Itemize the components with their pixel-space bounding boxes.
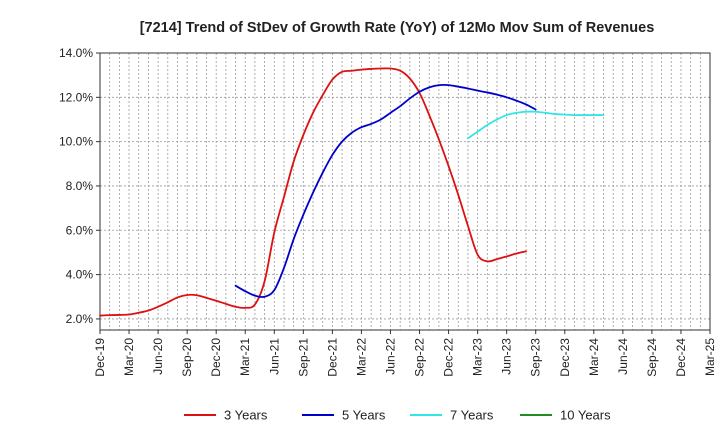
y-tick-label: 6.0%	[66, 223, 94, 237]
legend-label-7-years: 7 Years	[450, 408, 494, 423]
y-tick-label: 10.0%	[59, 135, 93, 149]
x-tick-label: Sep-20	[180, 338, 194, 377]
x-tick-label: Dec-22	[442, 338, 456, 377]
y-tick-label: 2.0%	[66, 312, 94, 326]
x-tick-label: Jun-20	[151, 338, 165, 375]
chart-title: [7214] Trend of StDev of Growth Rate (Yo…	[140, 20, 655, 36]
x-tick-label: Sep-22	[413, 338, 427, 377]
y-tick-label: 4.0%	[66, 268, 94, 282]
series-lines	[99, 67, 605, 317]
legend-label-5-years: 5 Years	[342, 408, 386, 423]
legend-label-10-years: 10 Years	[560, 408, 611, 423]
x-tick-label: Dec-19	[93, 338, 107, 377]
x-tick-label: Jun-22	[383, 338, 397, 375]
x-tick-label: Mar-23	[471, 338, 485, 376]
x-tick-label: Jun-21	[267, 338, 281, 375]
x-tick-label: Dec-20	[209, 338, 223, 377]
x-tick-label: Jun-23	[500, 338, 514, 375]
x-tick-label: Dec-21	[325, 338, 339, 377]
x-tick-label: Mar-24	[587, 338, 601, 376]
x-tick-label: Sep-24	[645, 338, 659, 377]
series-line-7-years	[467, 110, 605, 140]
legend: 3 Years 5 Years 7 Years 10 Years	[184, 408, 611, 423]
x-axis: Dec-19 Mar-20 Jun-20 Sep-20 Dec-20 Mar-21 Jun-…	[93, 330, 717, 377]
x-tick-label: Mar-21	[238, 338, 252, 376]
x-tick-label: Dec-24	[674, 338, 688, 377]
legend-label-3-years: 3 Years	[224, 408, 268, 423]
x-tick-label: Jun-24	[616, 338, 630, 375]
x-tick-label: Mar-20	[122, 338, 136, 376]
y-tick-label: 8.0%	[66, 179, 94, 193]
series-line-5-years	[234, 83, 537, 299]
y-tick-label: 14.0%	[59, 46, 93, 60]
x-tick-label: Dec-23	[558, 338, 572, 377]
grid	[100, 53, 710, 330]
x-tick-label: Sep-21	[296, 338, 310, 377]
x-tick-label: Mar-22	[354, 338, 368, 376]
series-line-3-years	[99, 67, 527, 317]
x-tick-label: Sep-23	[529, 338, 543, 377]
y-tick-label: 12.0%	[59, 90, 93, 104]
plot-frame	[99, 52, 711, 331]
x-tick-label: Mar-25	[703, 338, 717, 376]
y-axis: 2.0% 4.0% 6.0% 8.0% 10.0% 12.0% 14.0%	[59, 46, 100, 326]
